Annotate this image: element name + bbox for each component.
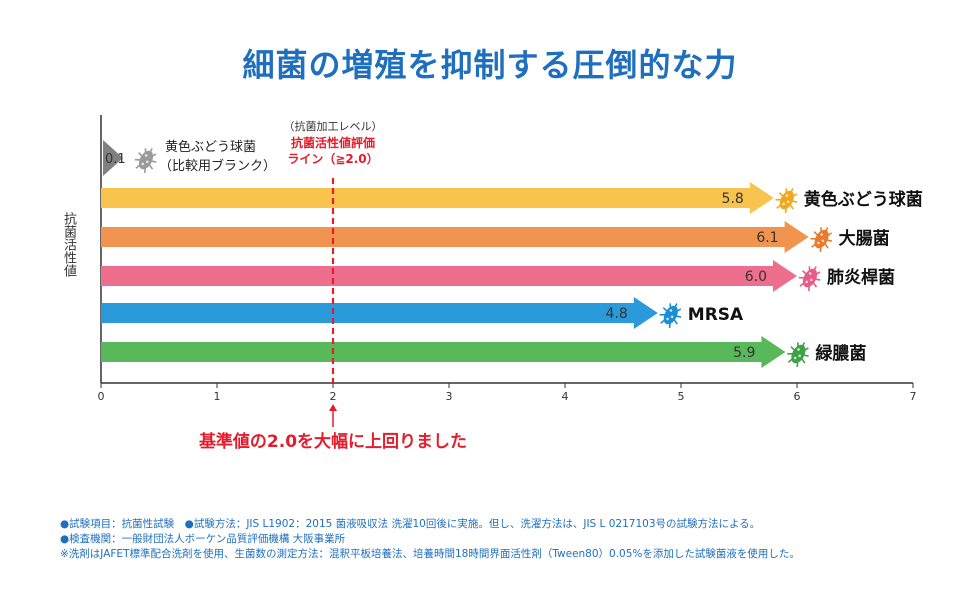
series-arrow <box>101 221 809 253</box>
bacteria-icon <box>775 188 798 214</box>
note-line: ●試験項目：抗菌性試験 ●試験方法：JIS L1902：2015 菌液吸収法 洗… <box>60 518 761 530</box>
blank-arrow <box>103 140 123 176</box>
note-line: ※洗剤はJAFET標準配合洗剤を使用、生菌数の測定方法：混釈平板培養法、培養時間… <box>60 548 800 560</box>
x-tick-label: 0 <box>98 390 105 403</box>
reference-pointer-head <box>329 404 337 411</box>
series-label: 緑膿菌 <box>815 343 866 364</box>
bacteria-icon <box>810 227 833 253</box>
x-tick-label: 6 <box>794 390 801 403</box>
y-axis-label: 抗菌活性値 <box>61 212 76 277</box>
note-line: ●検査機関：一般財団法人ボーケン品質評価機構 大阪事業所 <box>60 533 346 545</box>
test-notes: ●試験項目：抗菌性試験 ●試験方法：JIS L1902：2015 菌液吸収法 洗… <box>60 517 960 562</box>
series-label: MRSA <box>688 305 744 325</box>
series-label: 大腸菌 <box>839 228 890 249</box>
x-tick-label: 7 <box>910 390 917 403</box>
x-tick-label: 3 <box>446 390 453 403</box>
series-arrow <box>101 260 797 292</box>
blank-label: 黄色ぶどう球菌 <box>165 139 256 155</box>
page-title: 細菌の増殖を抑制する圧倒的な力 <box>242 46 738 84</box>
blank-sublabel: （比較用ブランク） <box>159 158 276 174</box>
x-tick-label: 2 <box>330 390 337 403</box>
blank-data-label: 0.1 <box>105 152 126 167</box>
x-tick-label: 4 <box>562 390 569 403</box>
data-label: 6.0 <box>745 269 767 285</box>
series-arrow <box>101 182 774 214</box>
reference-caption: （抗菌加工レベル） <box>284 119 383 133</box>
bacteria-icon <box>787 342 809 368</box>
reference-label: ライン（≧2.0） <box>287 151 378 166</box>
reference-note: 基準値の2.0を大幅に上回りました <box>198 431 467 452</box>
bacteria-icon <box>798 266 821 292</box>
data-label: 4.8 <box>606 306 628 322</box>
data-label: 5.8 <box>722 191 744 207</box>
data-label: 6.1 <box>756 230 778 246</box>
series-label: 黄色ぶどう球菌 <box>804 189 923 210</box>
antibacterial-chart: 0 1 2 3 4 5 6 7 0.1 黄色ぶどう球菌 （比較用ブランク） 5.8 黄色ぶどう球菌 6.1… <box>98 115 923 452</box>
x-tick-label: 5 <box>678 390 685 403</box>
series-label: 肺炎桿菌 <box>827 267 895 288</box>
series-arrow <box>101 297 658 329</box>
bacteria-icon <box>134 148 157 174</box>
series-arrow <box>101 336 786 368</box>
bacteria-icon <box>659 303 682 329</box>
x-tick-label: 1 <box>214 390 221 403</box>
reference-label: 抗菌活性値評価 <box>291 135 375 150</box>
data-label: 5.9 <box>733 345 755 361</box>
